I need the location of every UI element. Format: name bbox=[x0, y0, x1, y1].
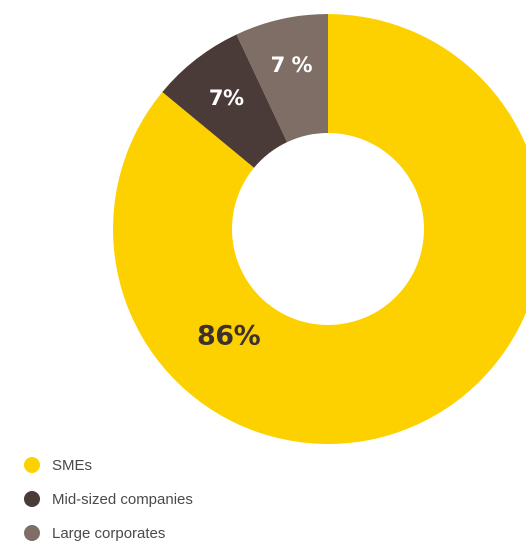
legend-label-mid-sized-companies: Mid-sized companies bbox=[52, 490, 193, 508]
slice-mid-sized-companies bbox=[162, 34, 288, 168]
data-label-smes: 86% bbox=[197, 320, 261, 351]
legend-swatch-mid-sized-companies bbox=[24, 491, 40, 507]
legend-item-mid-sized-companies: Mid-sized companies bbox=[24, 485, 193, 513]
legend-swatch-smes bbox=[24, 457, 40, 473]
legend-item-smes: SMEs bbox=[24, 451, 193, 479]
legend-label-smes: SMEs bbox=[52, 456, 93, 474]
chart-legend: SMEs Mid-sized companies Large corporate… bbox=[24, 451, 193, 553]
data-label-mid-sized-companies: 7% bbox=[209, 86, 244, 110]
slice-large-corporates bbox=[236, 14, 328, 143]
legend-swatch-large-corporates bbox=[24, 525, 40, 541]
slice-smes bbox=[113, 14, 526, 444]
data-label-large-corporates: 7 % bbox=[271, 53, 313, 77]
legend-label-large-corporates: Large corporates bbox=[52, 524, 166, 542]
legend-item-large-corporates: Large corporates bbox=[24, 519, 193, 547]
